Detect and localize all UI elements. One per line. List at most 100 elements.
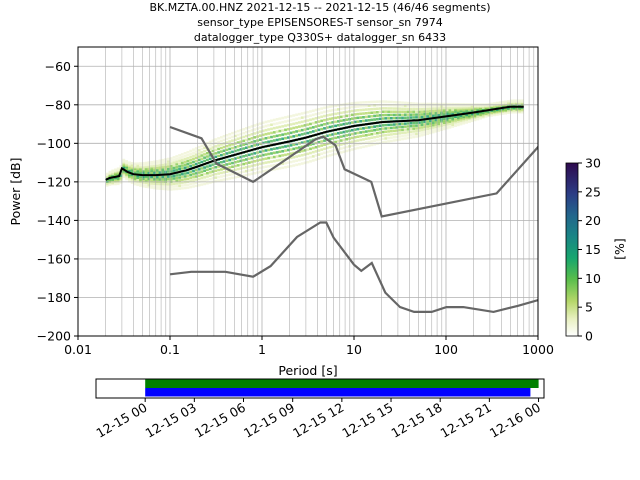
histogram-cell xyxy=(426,120,429,123)
histogram-cell xyxy=(189,158,193,162)
histogram-cell xyxy=(429,105,432,108)
histogram-cell xyxy=(390,126,393,130)
histogram-cell xyxy=(239,148,243,151)
histogram-cell xyxy=(300,120,304,124)
histogram-cell xyxy=(267,140,271,143)
histogram-cell xyxy=(217,161,220,165)
histogram-cell xyxy=(303,128,307,131)
histogram-cell xyxy=(225,163,229,166)
histogram-cell xyxy=(289,114,293,118)
histogram-cell xyxy=(381,141,385,144)
histogram-cell xyxy=(317,116,321,119)
histogram-cell xyxy=(403,104,407,108)
histogram-cell xyxy=(345,102,349,106)
histogram-cell xyxy=(398,129,402,132)
histogram-cell xyxy=(261,129,265,133)
histogram-cell xyxy=(172,182,176,186)
histogram-cell xyxy=(153,186,156,190)
histogram-cell xyxy=(192,173,195,176)
histogram-cell xyxy=(445,116,449,120)
histogram-cell xyxy=(339,115,343,119)
histogram-cell xyxy=(406,116,410,119)
histogram-cell xyxy=(169,175,173,178)
histogram-cell xyxy=(167,160,170,163)
histogram-cell xyxy=(370,100,374,104)
histogram-cell xyxy=(169,188,173,191)
histogram-cell xyxy=(206,168,209,172)
histogram-cell xyxy=(359,101,363,104)
histogram-cell xyxy=(445,124,449,128)
histogram-cell xyxy=(456,111,460,115)
histogram-cell xyxy=(180,155,184,159)
histogram-cell xyxy=(515,99,519,102)
histogram-cell xyxy=(303,111,307,115)
histogram-cell xyxy=(267,148,271,152)
histogram-cell xyxy=(250,125,254,128)
histogram-cell xyxy=(353,120,357,124)
histogram-cell xyxy=(197,177,201,181)
histogram-cell xyxy=(298,163,301,166)
histogram-cell xyxy=(415,135,418,138)
histogram-cell xyxy=(356,139,360,142)
histogram-cell xyxy=(345,145,349,149)
histogram-cell xyxy=(468,114,471,118)
histogram-cell xyxy=(231,131,234,135)
histogram-cell xyxy=(331,153,335,156)
histogram-cell xyxy=(417,102,421,106)
histogram-cell xyxy=(259,166,262,170)
histogram-cell xyxy=(153,180,156,183)
histogram-cell xyxy=(284,132,287,136)
histogram-cell xyxy=(448,110,452,114)
histogram-cell xyxy=(147,165,151,168)
histogram-cell xyxy=(150,169,154,172)
histogram-cell xyxy=(161,158,165,162)
histogram-cell xyxy=(306,152,310,156)
histogram-cell xyxy=(183,160,187,164)
histogram-cell xyxy=(390,133,393,136)
histogram-cell xyxy=(395,129,399,132)
histogram-cell xyxy=(284,161,287,165)
histogram-cell xyxy=(376,107,379,110)
histogram-cell xyxy=(364,108,368,111)
histogram-cell xyxy=(395,123,399,126)
histogram-cell xyxy=(259,170,262,174)
histogram-cell xyxy=(264,149,268,152)
histogram-cell xyxy=(214,172,218,176)
histogram-cell xyxy=(150,180,154,183)
histogram-cell xyxy=(392,129,396,133)
histogram-cell xyxy=(353,116,357,120)
histogram-cell xyxy=(214,145,218,148)
histogram-cell xyxy=(284,145,287,148)
y-axis-label: Power [dB] xyxy=(8,157,23,225)
histogram-cell xyxy=(306,123,310,126)
histogram-cell xyxy=(228,151,232,154)
histogram-cell xyxy=(451,102,455,106)
histogram-cell xyxy=(351,132,354,136)
histogram-cell xyxy=(431,109,435,113)
histogram-cell xyxy=(242,139,246,143)
histogram-cell xyxy=(512,99,516,102)
histogram-cell xyxy=(359,108,363,112)
histogram-cell xyxy=(247,133,251,137)
histogram-cell xyxy=(253,168,257,171)
histogram-cell xyxy=(320,115,324,118)
histogram-cell xyxy=(415,102,418,105)
histogram-cell xyxy=(253,128,257,131)
histogram-cell xyxy=(331,125,335,128)
histogram-cell xyxy=(420,121,424,124)
histogram-cell xyxy=(445,102,449,106)
histogram-cell xyxy=(325,134,329,137)
histogram-cell xyxy=(211,173,215,177)
series-lines xyxy=(105,105,538,314)
histogram-cell xyxy=(192,169,195,173)
colorbar-label: [%] xyxy=(612,238,627,260)
histogram-cell xyxy=(342,122,346,126)
histogram-cell xyxy=(442,119,446,122)
histogram-cell xyxy=(175,157,179,161)
histogram-cell xyxy=(376,100,379,103)
histogram-cell xyxy=(242,158,246,162)
histogram-cell xyxy=(442,102,446,106)
histogram-cell xyxy=(192,154,195,158)
histogram-cell xyxy=(373,111,376,114)
histogram-cell xyxy=(470,115,474,118)
